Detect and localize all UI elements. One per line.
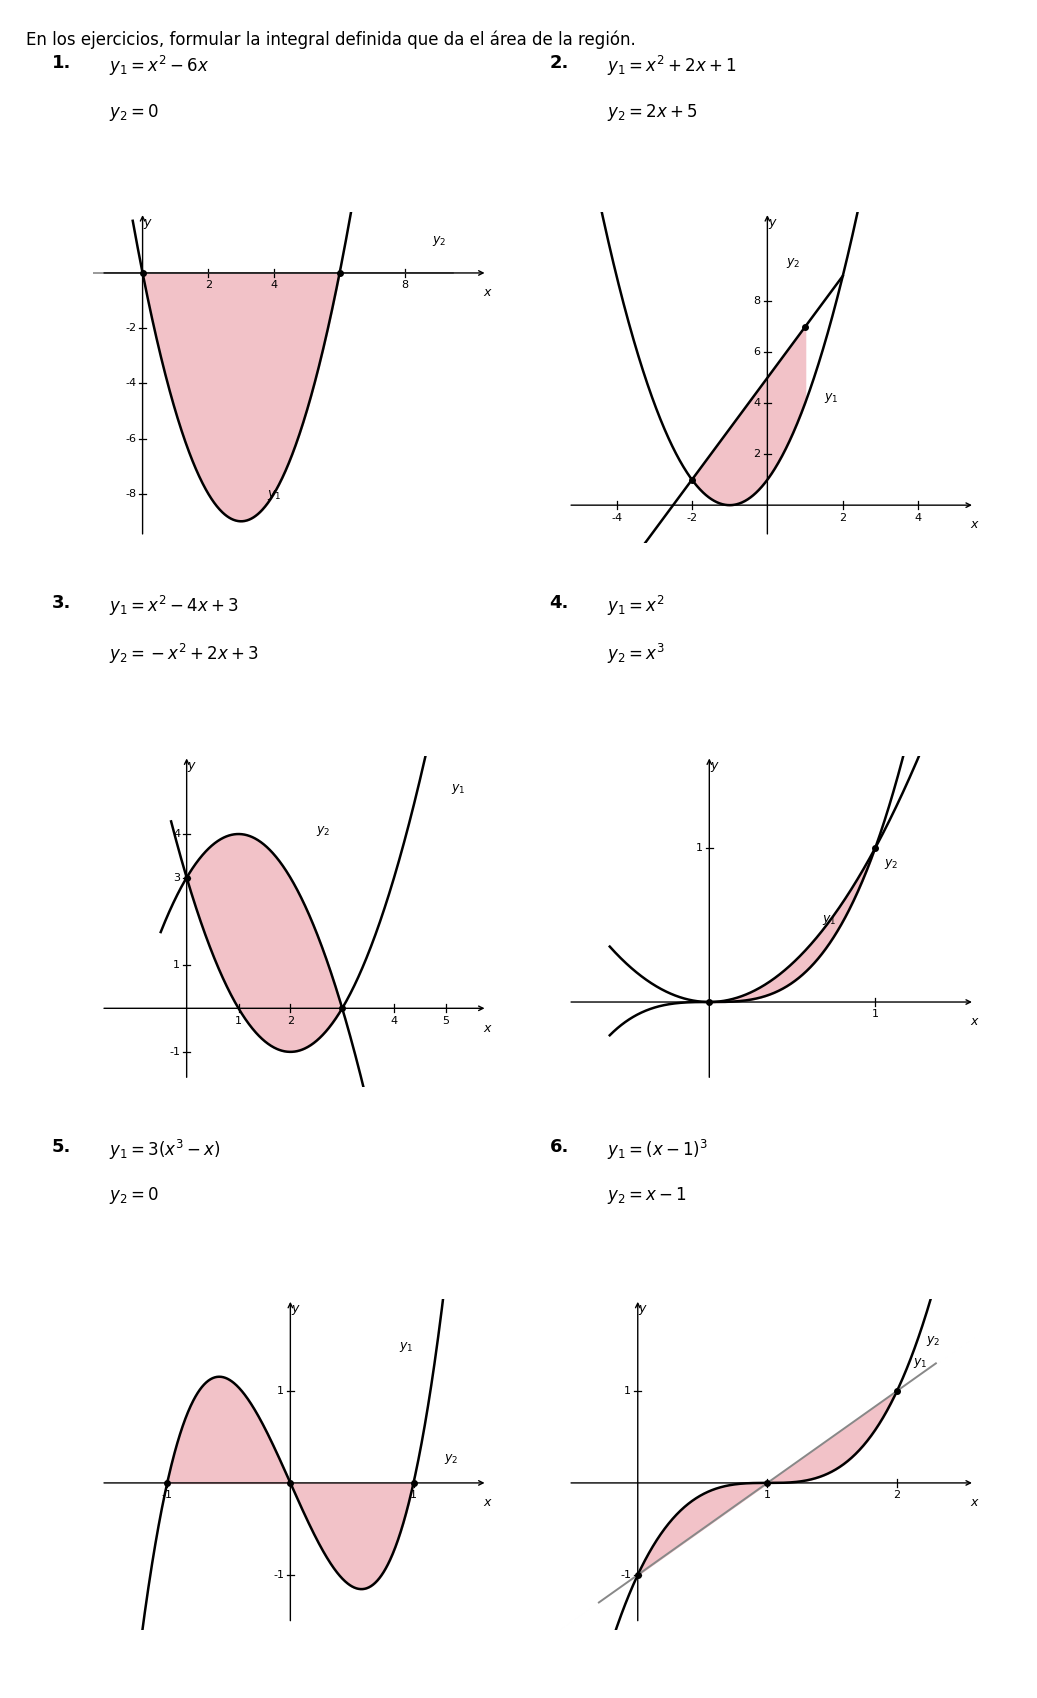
- Text: $y_1 = x^2 + 2x + 1$: $y_1 = x^2 + 2x + 1$: [607, 54, 736, 78]
- Text: $y_2$: $y_2$: [786, 256, 801, 270]
- Text: $y_2 = 2x + 5$: $y_2 = 2x + 5$: [607, 102, 697, 122]
- Text: 1: 1: [624, 1386, 632, 1396]
- Text: 4: 4: [915, 513, 922, 523]
- Text: -2: -2: [125, 323, 136, 333]
- Text: 3.: 3.: [52, 594, 72, 613]
- Text: $y_1$: $y_1$: [451, 781, 466, 796]
- Text: -1: -1: [273, 1571, 284, 1579]
- Text: $y_1 = x^2 - 6x$: $y_1 = x^2 - 6x$: [109, 54, 209, 78]
- Text: x: x: [483, 287, 491, 299]
- Text: 4.: 4.: [550, 594, 569, 613]
- Text: $y_1 = (x-1)^3$: $y_1 = (x-1)^3$: [607, 1138, 707, 1161]
- Text: 1: 1: [872, 1010, 878, 1019]
- Text: -1: -1: [162, 1491, 173, 1501]
- Text: 2: 2: [204, 280, 212, 290]
- Text: -1: -1: [620, 1571, 632, 1579]
- Text: $y_2 = 0$: $y_2 = 0$: [109, 1185, 159, 1206]
- Text: 4: 4: [271, 280, 278, 290]
- Text: 1: 1: [277, 1386, 284, 1396]
- Text: -6: -6: [125, 433, 136, 443]
- Text: -4: -4: [125, 379, 136, 389]
- Text: -8: -8: [125, 489, 136, 499]
- Text: En los ejercicios, formular la integral definida que da el área de la región.: En los ejercicios, formular la integral …: [26, 31, 636, 49]
- Text: $y_1$: $y_1$: [822, 914, 837, 927]
- Text: 1: 1: [173, 959, 180, 970]
- Text: $y_2 = x-1$: $y_2 = x-1$: [607, 1185, 686, 1206]
- Text: 8: 8: [754, 297, 761, 306]
- Text: 1: 1: [235, 1015, 242, 1026]
- Text: 5.: 5.: [52, 1138, 72, 1156]
- Text: $y_1 = x^2 - 4x + 3$: $y_1 = x^2 - 4x + 3$: [109, 594, 239, 618]
- Text: x: x: [971, 1015, 978, 1029]
- Text: y: y: [290, 1302, 299, 1316]
- Text: y: y: [187, 759, 195, 773]
- Text: 2.: 2.: [550, 54, 569, 73]
- Text: 8: 8: [401, 280, 409, 290]
- Text: -1: -1: [169, 1048, 180, 1056]
- Text: $y_1$: $y_1$: [398, 1340, 413, 1355]
- Text: x: x: [483, 1496, 491, 1510]
- Text: $y_2$: $y_2$: [431, 234, 446, 248]
- Text: x: x: [971, 518, 978, 531]
- Text: 4: 4: [173, 829, 180, 839]
- Text: $y_2$: $y_2$: [444, 1452, 458, 1467]
- Text: -2: -2: [686, 513, 698, 523]
- Text: $y_1$: $y_1$: [268, 489, 282, 503]
- Text: 4: 4: [754, 399, 761, 408]
- Text: 6.: 6.: [550, 1138, 569, 1156]
- Text: y: y: [768, 216, 776, 229]
- Text: x: x: [971, 1496, 978, 1510]
- Text: 1: 1: [410, 1491, 417, 1501]
- Text: y: y: [710, 759, 718, 773]
- Text: y: y: [143, 216, 150, 229]
- Text: x: x: [483, 1022, 491, 1034]
- Text: $y_1$: $y_1$: [913, 1357, 927, 1370]
- Text: $y_2$: $y_2$: [316, 825, 331, 839]
- Text: 1: 1: [764, 1491, 770, 1501]
- Text: 2: 2: [839, 513, 846, 523]
- Text: $y_2 = -x^2 + 2x + 3$: $y_2 = -x^2 + 2x + 3$: [109, 642, 259, 666]
- Text: $y_2 = 0$: $y_2 = 0$: [109, 102, 159, 122]
- Text: 3: 3: [173, 873, 180, 883]
- Text: 1.: 1.: [52, 54, 72, 73]
- Text: 2: 2: [287, 1015, 293, 1026]
- Text: 4: 4: [391, 1015, 397, 1026]
- Text: 2: 2: [894, 1491, 900, 1501]
- Text: $y_2 = x^3$: $y_2 = x^3$: [607, 642, 665, 666]
- Text: 5: 5: [443, 1015, 449, 1026]
- Text: 2: 2: [754, 450, 761, 458]
- Text: -4: -4: [611, 513, 622, 523]
- Text: $y_2$: $y_2$: [926, 1335, 940, 1348]
- Text: $y_1 = x^2$: $y_1 = x^2$: [607, 594, 664, 618]
- Text: $y_1$: $y_1$: [824, 391, 838, 406]
- Text: y: y: [639, 1302, 646, 1316]
- Text: 6: 6: [754, 348, 761, 357]
- Text: 1: 1: [696, 842, 703, 852]
- Text: $y_2$: $y_2$: [884, 857, 898, 871]
- Text: $y_1 = 3(x^3 - x)$: $y_1 = 3(x^3 - x)$: [109, 1138, 221, 1161]
